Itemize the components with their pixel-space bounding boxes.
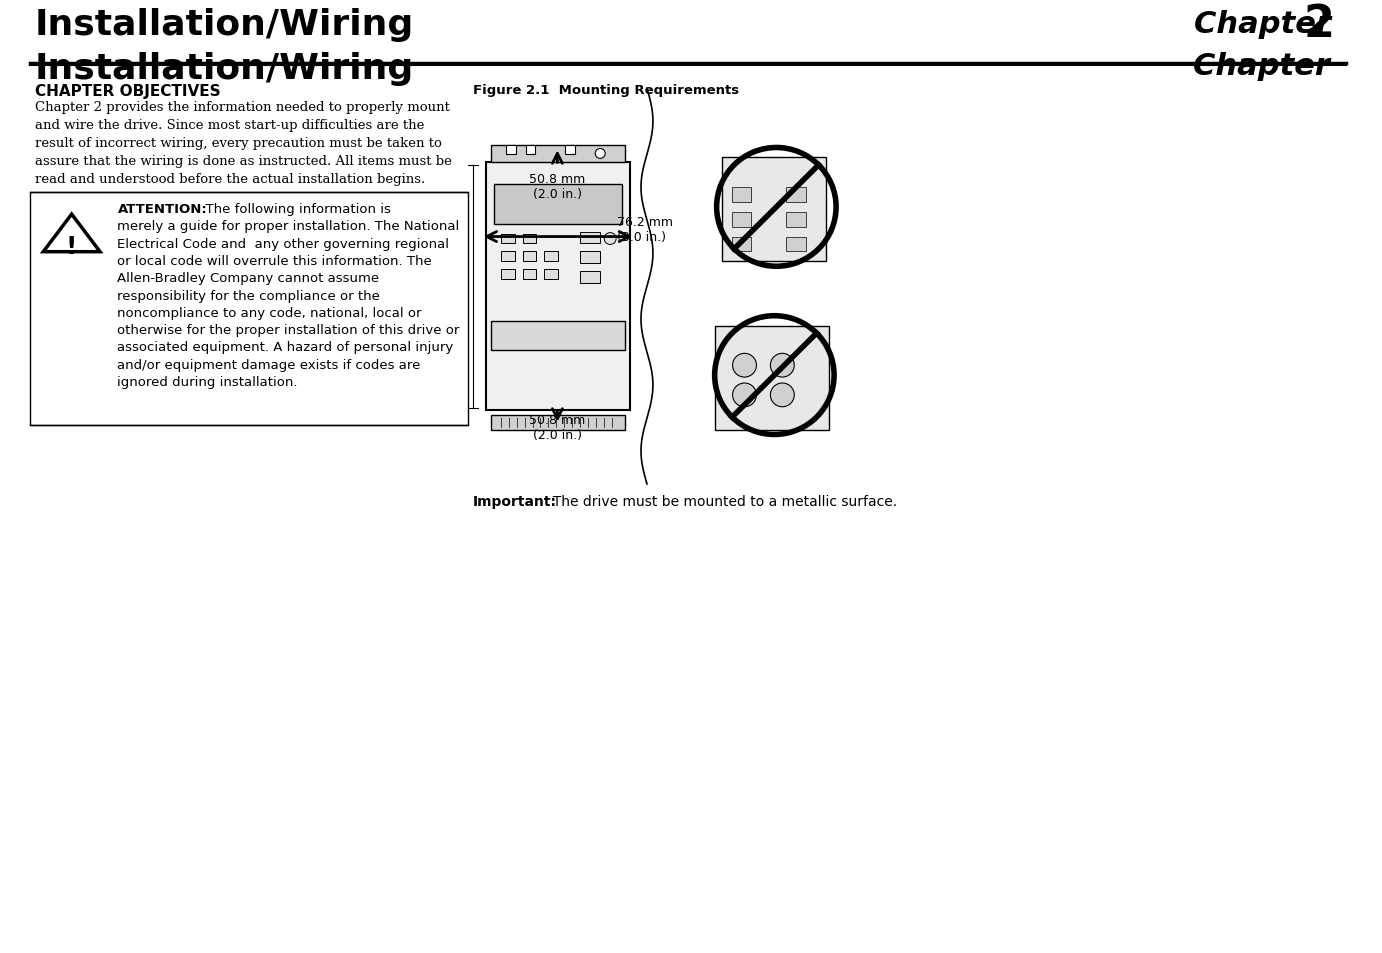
Text: otherwise for the proper installation of this drive or: otherwise for the proper installation of… xyxy=(117,324,460,336)
Text: 76.2 mm
(3.0 in.): 76.2 mm (3.0 in.) xyxy=(618,215,673,243)
Text: Electrical Code and  any other governing regional: Electrical Code and any other governing … xyxy=(117,237,449,251)
FancyBboxPatch shape xyxy=(580,253,600,264)
Circle shape xyxy=(770,384,795,407)
Text: Chapter  2: Chapter 2 xyxy=(1161,51,1341,80)
Text: Important:: Important: xyxy=(473,495,557,508)
Text: Chapter 2 provides the information needed to properly mount
and wire the drive. : Chapter 2 provides the information neede… xyxy=(35,101,452,186)
Text: !: ! xyxy=(66,235,77,259)
FancyBboxPatch shape xyxy=(714,326,829,430)
FancyBboxPatch shape xyxy=(545,270,558,280)
FancyBboxPatch shape xyxy=(506,146,515,155)
FancyBboxPatch shape xyxy=(545,253,558,262)
FancyBboxPatch shape xyxy=(522,270,536,280)
FancyBboxPatch shape xyxy=(493,185,622,225)
Circle shape xyxy=(732,384,756,407)
Text: ignored during installation.: ignored during installation. xyxy=(117,375,299,389)
FancyBboxPatch shape xyxy=(580,272,600,284)
Text: Figure 2.1  Mounting Requirements: Figure 2.1 Mounting Requirements xyxy=(473,84,739,97)
FancyBboxPatch shape xyxy=(500,253,514,262)
Text: 50.8 mm
(2.0 in.): 50.8 mm (2.0 in.) xyxy=(529,414,586,441)
Circle shape xyxy=(732,354,756,377)
FancyBboxPatch shape xyxy=(522,253,536,262)
Circle shape xyxy=(770,354,795,377)
FancyBboxPatch shape xyxy=(731,237,752,253)
FancyBboxPatch shape xyxy=(491,146,625,163)
FancyBboxPatch shape xyxy=(731,213,752,228)
FancyBboxPatch shape xyxy=(485,163,630,411)
FancyBboxPatch shape xyxy=(786,237,806,253)
FancyBboxPatch shape xyxy=(491,321,625,351)
FancyBboxPatch shape xyxy=(525,146,535,155)
FancyBboxPatch shape xyxy=(500,234,514,244)
Circle shape xyxy=(596,150,605,159)
Text: associated equipment. A hazard of personal injury: associated equipment. A hazard of person… xyxy=(117,341,453,355)
Text: The drive must be mounted to a metallic surface.: The drive must be mounted to a metallic … xyxy=(545,495,897,508)
FancyBboxPatch shape xyxy=(786,213,806,228)
Text: Allen-Bradley Company cannot assume: Allen-Bradley Company cannot assume xyxy=(117,272,380,285)
Text: Installation/Wiring: Installation/Wiring xyxy=(35,8,415,42)
Text: The following information is: The following information is xyxy=(198,203,391,215)
Text: 2: 2 xyxy=(1303,3,1335,47)
Text: Chapter: Chapter xyxy=(1194,10,1342,39)
FancyBboxPatch shape xyxy=(491,416,625,430)
FancyBboxPatch shape xyxy=(30,193,467,425)
Text: Chapter: Chapter xyxy=(1193,51,1341,80)
Text: responsibility for the compliance or the: responsibility for the compliance or the xyxy=(117,289,380,302)
FancyBboxPatch shape xyxy=(786,188,806,203)
Text: Installation/Wiring: Installation/Wiring xyxy=(35,51,415,86)
FancyBboxPatch shape xyxy=(522,234,536,244)
Text: noncompliance to any code, national, local or: noncompliance to any code, national, loc… xyxy=(117,307,422,319)
Text: ATTENTION:: ATTENTION: xyxy=(117,203,207,215)
FancyBboxPatch shape xyxy=(721,158,826,262)
FancyBboxPatch shape xyxy=(565,146,575,155)
Text: merely a guide for proper installation. The National: merely a guide for proper installation. … xyxy=(117,220,460,233)
Circle shape xyxy=(604,233,616,245)
FancyBboxPatch shape xyxy=(580,233,600,244)
Text: and/or equipment damage exists if codes are: and/or equipment damage exists if codes … xyxy=(117,358,422,372)
Text: 50.8 mm
(2.0 in.): 50.8 mm (2.0 in.) xyxy=(529,173,586,201)
FancyBboxPatch shape xyxy=(731,188,752,203)
Text: or local code will overrule this information. The: or local code will overrule this informa… xyxy=(117,254,433,268)
Text: CHAPTER OBJECTIVES: CHAPTER OBJECTIVES xyxy=(35,84,221,99)
FancyBboxPatch shape xyxy=(500,270,514,280)
